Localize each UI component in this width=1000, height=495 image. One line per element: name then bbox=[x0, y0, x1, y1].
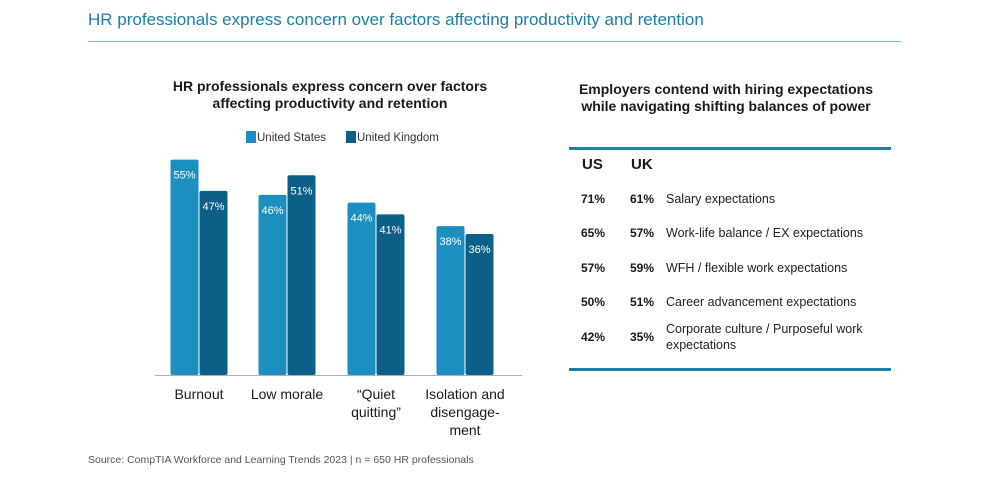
uk-value: 59% bbox=[630, 261, 655, 275]
source-note: Source: CompTIA Workforce and Learning T… bbox=[88, 454, 474, 466]
bar bbox=[258, 194, 287, 375]
legend-swatch bbox=[346, 131, 356, 143]
uk-value: 51% bbox=[630, 295, 655, 309]
bar bbox=[465, 234, 494, 375]
table-row: 71% 61% Salary expectations bbox=[569, 182, 891, 216]
legend-label: United States bbox=[257, 132, 326, 144]
chart-title: HR professionals express concern over fa… bbox=[172, 78, 488, 111]
category-label: Low morale bbox=[251, 386, 324, 402]
bar bbox=[170, 159, 199, 375]
us-value: 65% bbox=[581, 226, 606, 240]
bar bbox=[287, 175, 316, 375]
table-row: 50% 51% Career advancement expectations bbox=[569, 285, 891, 319]
table-title: Employers contend with hiring expectatio… bbox=[578, 81, 874, 114]
data-label: 38% bbox=[439, 236, 461, 248]
bar bbox=[436, 226, 465, 375]
bar bbox=[347, 202, 376, 375]
row-label: Salary expectations bbox=[666, 192, 776, 206]
data-label: 44% bbox=[350, 213, 372, 225]
table-row: 42% 35% Corporate culture / Purposeful w… bbox=[569, 320, 891, 354]
data-label: 46% bbox=[261, 205, 283, 217]
us-value: 50% bbox=[581, 295, 606, 309]
category-label: Burnout bbox=[174, 386, 223, 402]
legend-swatch bbox=[246, 131, 256, 143]
us-value: 42% bbox=[581, 330, 606, 344]
data-label: 55% bbox=[173, 170, 195, 182]
data-label: 51% bbox=[290, 185, 312, 197]
table-bottom-rule bbox=[569, 368, 891, 371]
data-label: 47% bbox=[202, 201, 224, 213]
row-label: Corporate culture / Purposeful work expe… bbox=[666, 322, 863, 352]
legend-label: United Kingdom bbox=[357, 132, 439, 144]
bar-chart: United States United Kingdom 55% 47% Burnout… bbox=[155, 131, 522, 438]
column-header-us: US bbox=[582, 156, 603, 173]
table-row: 57% 59% WFH / flexible work expectations bbox=[569, 251, 891, 285]
table-row: 65% 57% Work-life balance / EX expectati… bbox=[569, 216, 891, 250]
data-label: 36% bbox=[468, 244, 490, 256]
row-label: Career advancement expectations bbox=[666, 295, 857, 309]
row-label: Work-life balance / EX expectations bbox=[666, 226, 864, 240]
bar bbox=[199, 190, 228, 375]
us-value: 57% bbox=[581, 261, 606, 275]
us-value: 71% bbox=[581, 192, 606, 206]
category-label: “Quiet quitting” bbox=[351, 386, 401, 420]
title-divider bbox=[88, 41, 901, 42]
page-title: HR professionals express concern over fa… bbox=[88, 10, 704, 29]
data-label: 41% bbox=[379, 224, 401, 236]
uk-value: 57% bbox=[630, 226, 655, 240]
uk-value: 61% bbox=[630, 192, 655, 206]
column-header-uk: UK bbox=[631, 156, 653, 173]
category-label: Isolation and disengage-ment bbox=[425, 386, 504, 438]
row-label: WFH / flexible work expectations bbox=[666, 261, 848, 275]
uk-value: 35% bbox=[630, 330, 655, 344]
bar bbox=[376, 214, 405, 375]
table-top-rule bbox=[569, 147, 891, 150]
